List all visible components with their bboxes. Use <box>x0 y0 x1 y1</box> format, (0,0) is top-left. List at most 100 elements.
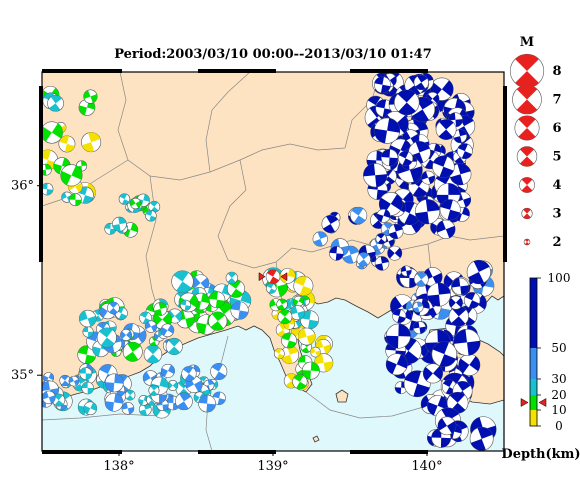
lat-tick-label: 36° <box>11 179 34 194</box>
focal-mechanism-marker <box>374 76 391 94</box>
magnitude-legend-label: 5 <box>552 150 561 165</box>
frame-bar-segment <box>350 69 428 73</box>
toshima <box>312 435 320 443</box>
focal-mechanism-marker <box>413 74 429 91</box>
focal-mechanism-marker <box>68 375 80 387</box>
focal-mechanism-marker <box>290 305 305 321</box>
focal-mechanism-marker <box>165 337 183 355</box>
magnitude-legend-item: 7 <box>512 84 562 115</box>
focal-mechanism-marker <box>83 89 98 104</box>
magnitude-legend-item: 3 <box>521 207 562 222</box>
focal-mechanism-marker <box>277 309 293 325</box>
lon-tick-label: 138° <box>103 459 134 474</box>
focal-mechanism-marker <box>435 119 457 140</box>
focal-mechanism-marker <box>329 246 344 261</box>
focal-mechanism-marker <box>297 327 316 346</box>
focal-mechanism-marker <box>171 270 194 293</box>
focal-mechanism-marker <box>312 231 328 247</box>
focal-mechanism-marker <box>230 301 249 320</box>
focal-mechanism-marker <box>446 391 469 414</box>
lon-tick-label: 139° <box>257 459 288 474</box>
focal-mechanism-marker <box>393 89 420 116</box>
focal-mechanism-marker <box>107 301 120 315</box>
focal-mechanism-marker <box>412 301 424 313</box>
magnitude-legend-label: 3 <box>552 207 561 222</box>
focal-mechanism-marker <box>145 210 157 222</box>
focal-mechanism-marker <box>167 380 179 391</box>
focal-mechanism-marker <box>129 197 142 210</box>
magnitude-legend-label: 7 <box>552 93 561 108</box>
depth-scale-title: Depth(km) <box>501 447 580 462</box>
magnitude-legend-item: 5 <box>516 146 562 167</box>
focal-mechanism-marker <box>356 252 371 267</box>
focal-mechanism-marker <box>374 117 401 144</box>
focal-mechanism-marker <box>380 148 399 167</box>
depth-tick-label: 20 <box>551 388 566 402</box>
focal-mechanism-marker <box>208 291 226 309</box>
focal-mechanism-marker <box>104 393 124 412</box>
focal-mechanism-marker <box>453 328 481 356</box>
focal-mechanism-marker <box>82 326 94 338</box>
focal-mechanism-marker <box>448 295 463 310</box>
focal-mechanism-marker <box>281 332 297 349</box>
magnitude-legend-item: 6 <box>514 115 562 141</box>
focal-mechanism-marker <box>292 374 308 390</box>
depth-tick-label: 0 <box>555 419 563 433</box>
focal-mechanism-marker <box>198 394 216 413</box>
focal-mechanism-marker <box>376 208 391 223</box>
focal-mechanism-marker <box>469 426 494 451</box>
focal-mechanism-marker <box>437 416 457 436</box>
focal-mechanism-marker <box>385 323 411 349</box>
magnitude-legend-label: 2 <box>552 235 561 250</box>
focal-mechanism-marker <box>431 341 458 367</box>
focal-mechanism-marker <box>175 392 193 411</box>
focal-mechanism-marker <box>42 163 52 176</box>
focal-mechanism-marker <box>104 373 124 393</box>
focal-mechanism-marker <box>144 320 158 333</box>
focal-mechanism-marker <box>160 363 175 378</box>
frame-bar-segment <box>503 86 507 262</box>
frame-bar-segment <box>198 450 276 454</box>
focal-mechanism-marker <box>273 348 285 360</box>
focal-mechanism-marker <box>212 391 226 406</box>
izu-oshima <box>335 389 349 403</box>
focal-mechanism-marker <box>427 282 451 307</box>
focal-mechanism-marker <box>81 381 94 395</box>
focal-mechanism-marker <box>276 298 288 311</box>
focal-mechanism-marker <box>42 121 63 144</box>
focal-mechanism-marker <box>310 346 321 358</box>
focal-mechanism-marker <box>387 245 403 261</box>
focal-mechanism-marker <box>181 366 197 382</box>
magnitude-legend-item: 4 <box>519 177 562 193</box>
depth-band <box>530 278 537 348</box>
focal-mechanism-marker <box>120 329 132 341</box>
focal-mechanism-marker <box>78 309 97 328</box>
focal-mechanism-marker <box>413 271 429 287</box>
depth-tick-label: 50 <box>551 341 566 355</box>
figure-title: Period:2003/03/10 00:00--2013/03/10 01:4… <box>114 47 432 62</box>
map-area <box>42 72 504 451</box>
focal-mechanism-marker <box>160 323 175 338</box>
focal-mechanism-marker <box>466 259 491 285</box>
focal-mechanism-marker <box>412 321 427 335</box>
focal-mechanism-marker <box>449 163 472 186</box>
focal-mechanism-marker <box>363 163 388 188</box>
focal-mechanism-marker <box>458 353 481 376</box>
focal-mechanism-marker <box>448 306 469 327</box>
focal-mechanism-marker <box>42 390 56 405</box>
selected-event-marker <box>258 269 288 284</box>
frame-bar-segment <box>42 69 122 73</box>
focal-mechanism-marker <box>69 193 82 207</box>
focal-mechanism-marker <box>121 402 135 415</box>
focal-mechanism-marker <box>180 299 192 311</box>
focal-mechanism-marker <box>375 233 387 245</box>
focal-mechanism-marker <box>79 367 93 380</box>
depth-band <box>530 379 537 395</box>
earthquake-markers <box>42 72 497 451</box>
focal-mechanism-marker <box>321 215 340 234</box>
focal-mechanism-marker <box>143 345 163 364</box>
focal-mechanism-marker <box>59 374 71 387</box>
focal-mechanism-marker <box>453 129 468 144</box>
